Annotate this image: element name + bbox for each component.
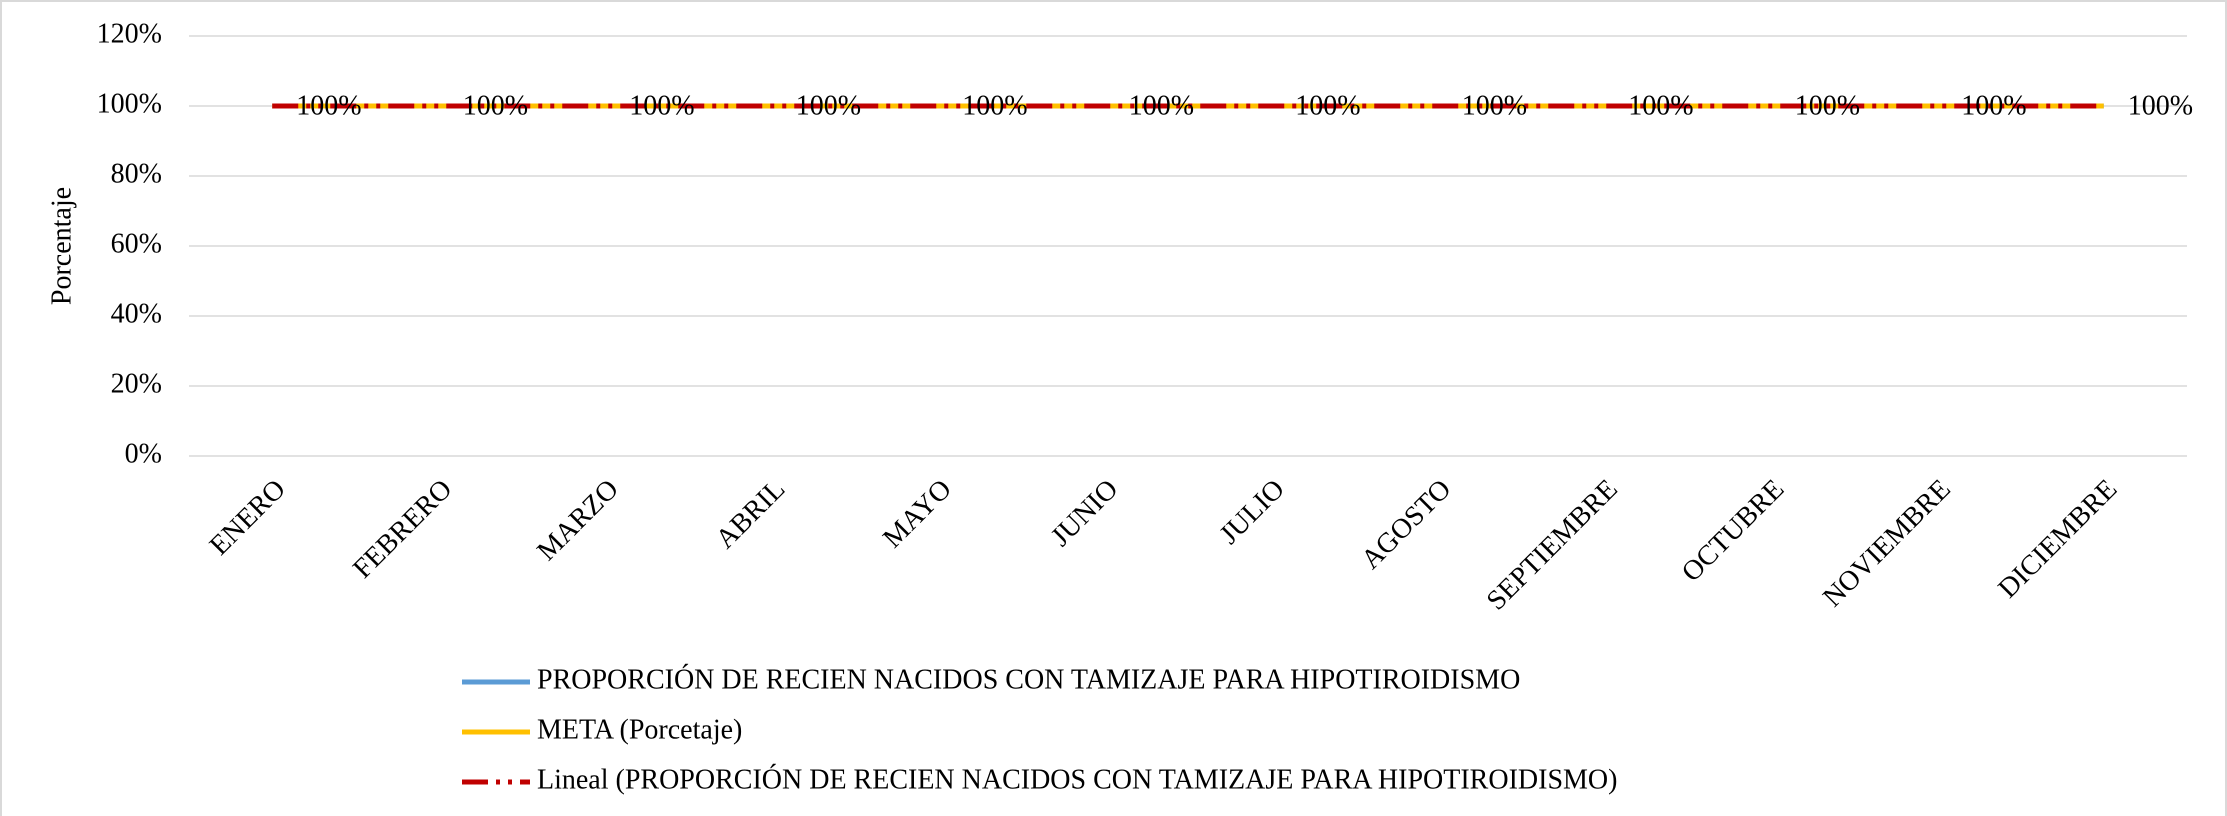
x-tick-label: JULIO bbox=[1214, 474, 1291, 551]
legend-label: META (Porcetaje) bbox=[537, 714, 742, 745]
x-tick-label: MAYO bbox=[877, 474, 958, 555]
y-tick-label: 40% bbox=[111, 298, 162, 329]
y-tick-label: 120% bbox=[97, 18, 162, 49]
y-tick-label: 20% bbox=[111, 368, 162, 399]
data-label: 100% bbox=[296, 90, 361, 121]
y-tick-label: 0% bbox=[125, 438, 162, 469]
data-label: 100% bbox=[629, 90, 694, 121]
x-tick-label: DICIEMBRE bbox=[1992, 474, 2123, 605]
data-label: 100% bbox=[796, 90, 861, 121]
x-tick-label: ABRIL bbox=[710, 474, 791, 555]
legend-label: Lineal (PROPORCIÓN DE RECIEN NACIDOS CON… bbox=[537, 764, 1617, 795]
x-tick-label: MARZO bbox=[531, 474, 624, 567]
legend-label: PROPORCIÓN DE RECIEN NACIDOS CON TAMIZAJ… bbox=[537, 664, 1520, 695]
data-label: 100% bbox=[962, 90, 1027, 121]
y-tick-label: 80% bbox=[111, 158, 162, 189]
data-label: 100% bbox=[463, 90, 528, 121]
x-tick-label: OCTUBRE bbox=[1676, 474, 1790, 588]
data-label: 100% bbox=[1961, 90, 2026, 121]
x-tick-label: NOVIEMBRE bbox=[1817, 474, 1957, 614]
x-tick-label: AGOSTO bbox=[1355, 474, 1457, 576]
x-tick-label: FEBRERO bbox=[347, 474, 458, 585]
y-tick-label: 60% bbox=[111, 228, 162, 259]
x-tick-label: SEPTIEMBRE bbox=[1481, 474, 1624, 617]
data-label: 100% bbox=[1462, 90, 1527, 121]
x-tick-label: JUNIO bbox=[1045, 474, 1124, 553]
x-tick-label: ENERO bbox=[204, 474, 292, 562]
y-axis-label: Porcentaje bbox=[46, 187, 77, 305]
data-label: 100% bbox=[2128, 90, 2193, 121]
data-label: 100% bbox=[1628, 90, 1693, 121]
data-label: 100% bbox=[1795, 90, 1860, 121]
data-label: 100% bbox=[1129, 90, 1194, 121]
data-label: 100% bbox=[1295, 90, 1360, 121]
y-tick-label: 100% bbox=[97, 88, 162, 119]
